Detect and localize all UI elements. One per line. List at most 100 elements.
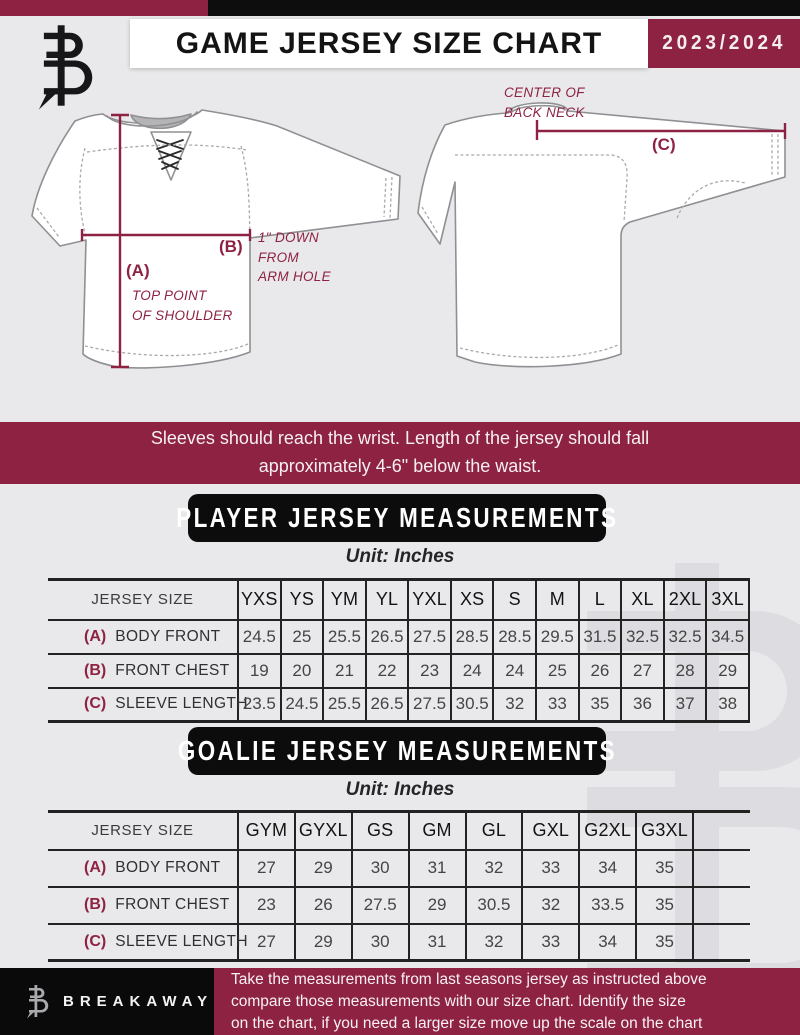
row-label-cell: (C) SLEEVE LENGTH: [48, 688, 248, 722]
player-section-banner: PLAYER JERSEY MEASUREMENTS: [176, 494, 616, 542]
measurement-cell: 28.5: [492, 619, 537, 655]
goalie-section-title: GOALIE JERSEY MEASUREMENTS: [177, 735, 617, 766]
measurement-cell: 33.5: [578, 886, 637, 925]
measurement-cell: 24.5: [237, 619, 281, 655]
measurement-cell: 34: [578, 923, 637, 961]
measurement-cell: 29.5: [535, 619, 579, 655]
measurement-cell: 25: [535, 653, 579, 689]
player-header-row: JERSEY SIZE YXS YS YM YL YXL XS S M L XL…: [48, 579, 750, 621]
front-jersey-diagram: [31, 109, 401, 369]
player-row-sleeve-length: (C) SLEEVE LENGTH 23.5 24.5 25.5 26.5 27.…: [48, 687, 750, 722]
collar-laces: [156, 139, 184, 170]
measurement-cell: 36: [620, 687, 664, 722]
goalie-section-banner: GOALIE JERSEY MEASUREMENTS: [177, 727, 614, 775]
size-col-header: YM: [322, 579, 366, 621]
front-jersey-outline: [31, 109, 401, 369]
measurement-cell: 24: [449, 653, 494, 689]
row-label: FRONT CHEST: [115, 661, 230, 679]
top-point-shoulder-note: TOP POINT OF SHOULDER: [132, 288, 233, 323]
front-stitching: [36, 144, 393, 357]
back-stitching: [421, 134, 779, 359]
footer-brand-block: BREAKAWAY: [0, 968, 214, 1035]
header-title-box: GAME JERSEY SIZE CHART: [130, 19, 648, 68]
arm-hole-note: 1" DOWN FROM ARM HOLE: [258, 230, 331, 285]
goalie-row-sleeve-length: (C) SLEEVE LENGTH 27 29 30 31 32 33 34 35: [48, 923, 750, 961]
measurement-cell: 25.5: [322, 619, 366, 655]
measurement-cell: 34.5: [705, 619, 750, 655]
row-key: (B): [84, 661, 107, 679]
measurement-cell: 37: [662, 687, 707, 722]
goalie-unit-label: Unit: Inches: [345, 779, 455, 800]
row-key: (C): [84, 695, 107, 713]
measurement-cell: 27: [237, 849, 295, 888]
page-title: GAME JERSEY SIZE CHART: [175, 26, 603, 60]
player-size-header: JERSEY SIZE: [48, 579, 238, 621]
player-row-front-chest: (B) FRONT CHEST 19 20 21 22 23 24 24 25 2…: [48, 653, 750, 689]
breakaway-b-logo-icon: [22, 984, 52, 1020]
measurement-cell: 32.5: [620, 619, 664, 655]
measurement-cell: 27.5: [350, 886, 409, 925]
row-key: (C): [84, 932, 107, 950]
row-label: SLEEVE LENGTH: [115, 695, 248, 713]
row-label-cell: (B) FRONT CHEST: [48, 653, 238, 689]
size-col-header: S: [492, 579, 537, 621]
size-col-header: 2XL: [662, 579, 707, 621]
measurement-cell: 29: [293, 849, 352, 888]
player-unit-label: Unit: Inches: [345, 546, 455, 567]
size-col-header: GS: [350, 811, 409, 851]
measurement-cell: 30: [350, 849, 409, 888]
measurement-cell: 35: [635, 886, 693, 925]
footer-line-2: compare those measurements with our size…: [231, 992, 686, 1010]
row-label: BODY FRONT: [115, 627, 221, 645]
row-label: FRONT CHEST: [115, 896, 230, 913]
measurement-cell: 24: [492, 653, 537, 689]
fit-notice-text: Sleeves should reach the wrist. Length o…: [150, 428, 650, 476]
empty-header-cell: [692, 811, 750, 851]
center-back-neck-note: CENTER OF BACK NECK: [504, 85, 585, 120]
measurement-cell: 25: [279, 619, 324, 655]
measurement-cell: 32: [464, 849, 523, 888]
measurement-cell: 33: [521, 849, 580, 888]
row-label-cell: (B) FRONT CHEST: [48, 886, 238, 925]
measurement-cell: 30.5: [449, 687, 494, 722]
top-bar-black: [208, 0, 800, 16]
size-col-header: YS: [279, 579, 324, 621]
measurement-cell: 33: [521, 923, 580, 961]
measurement-cell: 25.5: [322, 687, 366, 722]
measurement-cell: 32: [492, 687, 537, 722]
measurement-cell: 27: [237, 923, 295, 961]
size-col-header: GYM: [237, 811, 295, 851]
footer-line-3: on the chart, if you need a larger size …: [231, 1014, 703, 1032]
measurement-cell: 27: [620, 653, 664, 689]
size-col-header: L: [577, 579, 622, 621]
row-label-cell: (C) SLEEVE LENGTH: [48, 924, 248, 961]
measure-c-key: (C): [652, 135, 676, 154]
measure-b-key: (B): [219, 237, 243, 256]
row-label-cell: (A) BODY FRONT: [48, 619, 238, 655]
empty-cell: [692, 849, 750, 888]
measurement-cell: 29: [705, 653, 750, 689]
measurement-cell: 26: [577, 653, 622, 689]
footer-instructions: Take the measurements from last seasons …: [214, 968, 800, 1035]
player-size-table: JERSEY SIZE YXS YS YM YL YXL XS S M L XL…: [48, 578, 750, 723]
measurement-cell: 30: [350, 923, 409, 961]
size-col-header: YL: [364, 579, 409, 621]
player-row-body-front: (A) BODY FRONT 24.5 25 25.5 26.5 27.5 28.…: [48, 619, 750, 655]
size-col-header: XL: [620, 579, 664, 621]
measurement-cell: 38: [705, 687, 750, 722]
size-col-header: GYXL: [293, 811, 352, 851]
fit-notice-band: Sleeves should reach the wrist. Length o…: [0, 422, 800, 484]
measurement-cell: 23: [237, 886, 295, 925]
measurement-cell: 21: [322, 653, 366, 689]
measurement-cell: 27.5: [407, 687, 451, 722]
measurement-cell: 22: [364, 653, 409, 689]
measurement-cell: 35: [577, 687, 622, 722]
empty-cell: [692, 886, 750, 925]
goalie-header-row: JERSEY SIZE GYM GYXL GS GM GL GXL G2XL G…: [48, 811, 750, 851]
season-label: 2023/2024: [661, 32, 787, 54]
size-col-header: GL: [464, 811, 523, 851]
measurement-cell: 32: [521, 886, 580, 925]
row-key: (A): [84, 627, 107, 645]
size-col-header: 3XL: [705, 579, 750, 621]
season-badge: 2023/2024: [648, 19, 800, 68]
